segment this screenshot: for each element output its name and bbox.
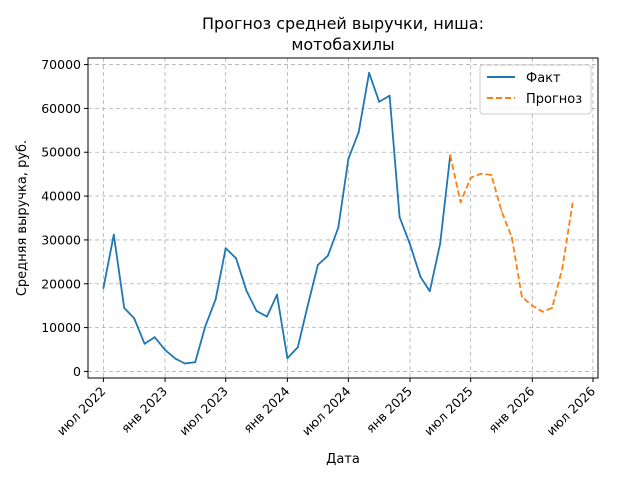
data-point [255, 310, 258, 312]
data-point [531, 304, 534, 307]
data-point [571, 202, 574, 205]
data-point [164, 349, 167, 351]
data-point [388, 94, 391, 97]
data-point [123, 307, 126, 309]
data-point [551, 307, 553, 309]
data-point [428, 290, 431, 293]
data-point [368, 72, 370, 74]
data-point [327, 254, 329, 257]
data-point [204, 325, 207, 328]
data-point [296, 346, 299, 349]
data-point [286, 357, 289, 360]
axes-frame [87, 57, 599, 379]
data-point [235, 257, 238, 260]
data-point [214, 298, 217, 300]
data-point [541, 310, 544, 313]
y-tick-label: 50000 [41, 145, 81, 160]
y-tick-label: 60000 [41, 101, 81, 116]
data-point [561, 266, 564, 269]
data-point [224, 247, 227, 250]
data-point [398, 216, 401, 219]
data-point [480, 172, 482, 175]
y-tick-label: 40000 [41, 189, 81, 204]
data-point [317, 264, 319, 266]
legend-label-fact: Факт [526, 71, 561, 86]
data-point [143, 342, 146, 345]
data-point [306, 305, 309, 308]
legend-label-forecast: Прогноз [526, 92, 582, 107]
data-point [276, 293, 278, 296]
data-point [133, 317, 136, 320]
data-point [469, 176, 472, 179]
data-point [439, 242, 442, 245]
data-point [337, 226, 340, 229]
data-point [245, 289, 248, 292]
data-point [378, 100, 381, 103]
data-point [490, 174, 493, 176]
y-tick-label: 30000 [41, 232, 81, 247]
series-layer [102, 72, 574, 365]
data-point [500, 210, 503, 212]
data-point [112, 233, 115, 236]
data-point [521, 296, 523, 298]
chart-title-line-1: Прогноз средней выручки, ниша: [202, 14, 484, 33]
data-point [459, 201, 462, 204]
data-point [153, 336, 156, 339]
data-point [266, 315, 268, 318]
y-tick-label: 0 [73, 364, 81, 379]
data-point [511, 236, 513, 239]
y-tick-label: 10000 [41, 320, 81, 335]
x-axis-label: Дата [326, 452, 360, 467]
y-tick-label: 70000 [41, 57, 81, 72]
data-point [409, 243, 411, 246]
data-point [194, 361, 197, 364]
data-point [347, 157, 350, 160]
y-axis-label: Средняя выручка, руб. [15, 140, 30, 296]
data-point [183, 362, 186, 365]
data-point [102, 287, 105, 289]
data-point [357, 131, 360, 134]
data-point [449, 154, 452, 157]
data-point [174, 357, 177, 360]
y-tick-label: 20000 [41, 276, 81, 291]
chart-title-line-2: мотобахилы [291, 35, 394, 54]
legend: Факт Прогноз [479, 64, 592, 115]
data-point [419, 275, 422, 278]
